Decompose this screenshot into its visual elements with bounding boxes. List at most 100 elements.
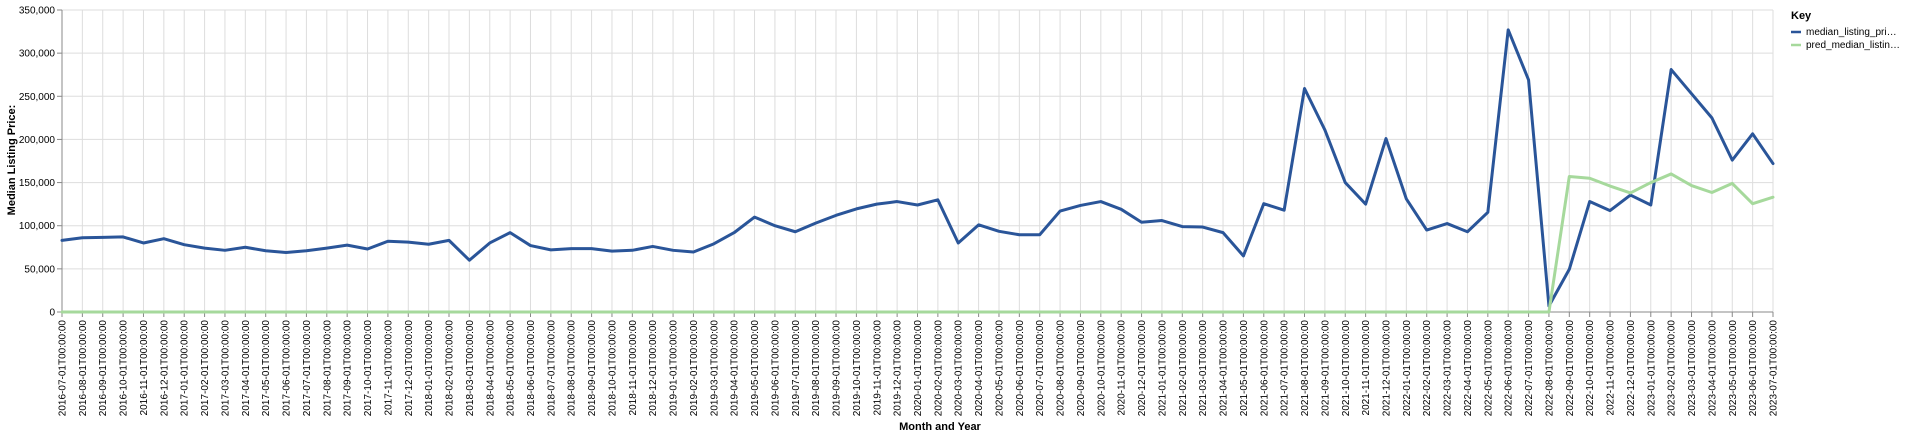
x-tick-label: 2022-07-01T00:00:00: [1524, 320, 1535, 417]
x-tick-label: 2021-06-01T00:00:00: [1259, 320, 1270, 417]
x-tick-label: 2022-04-01T00:00:00: [1463, 320, 1474, 417]
x-tick-label: 2021-12-01T00:00:00: [1381, 320, 1392, 417]
x-tick-label: 2022-01-01T00:00:00: [1402, 320, 1413, 417]
x-tick-label: 2017-02-01T00:00:00: [200, 320, 211, 417]
x-tick-label: 2019-06-01T00:00:00: [770, 320, 781, 417]
x-tick-label: 2022-05-01T00:00:00: [1483, 320, 1494, 417]
x-tick-label: 2016-07-01T00:00:00: [58, 320, 69, 417]
x-tick-label: 2023-03-01T00:00:00: [1687, 320, 1698, 417]
x-tick-label: 2016-12-01T00:00:00: [159, 320, 170, 417]
x-tick-label: 2023-06-01T00:00:00: [1748, 320, 1759, 417]
series-line-1: [60, 172, 1775, 314]
x-tick-label: 2021-02-01T00:00:00: [1178, 320, 1189, 417]
x-tick-label: 2019-09-01T00:00:00: [832, 320, 843, 417]
x-tick-label: 2020-04-01T00:00:00: [974, 320, 985, 417]
y-tick-label: 300,000: [19, 49, 56, 60]
x-tick-label: 2022-02-01T00:00:00: [1422, 320, 1433, 417]
x-tick-label: 2016-09-01T00:00:00: [98, 320, 109, 417]
y-tick-label: 100,000: [19, 221, 56, 232]
x-tick-label: 2017-07-01T00:00:00: [302, 320, 313, 417]
x-tick-label: 2017-10-01T00:00:00: [363, 320, 374, 417]
x-tick-label: 2021-10-01T00:00:00: [1341, 320, 1352, 417]
x-tick-label: 2019-10-01T00:00:00: [852, 320, 863, 417]
x-tick-label: 2022-09-01T00:00:00: [1565, 320, 1576, 417]
x-tick-label: 2020-06-01T00:00:00: [1015, 320, 1026, 417]
x-tick-label: 2018-04-01T00:00:00: [485, 320, 496, 417]
x-tick-label: 2020-12-01T00:00:00: [1137, 320, 1148, 417]
x-tick-label: 2019-08-01T00:00:00: [811, 320, 822, 417]
x-tick-label: 2017-11-01T00:00:00: [383, 320, 394, 416]
x-tick-label: 2022-11-01T00:00:00: [1606, 320, 1617, 416]
x-tick-label: 2023-02-01T00:00:00: [1667, 320, 1678, 417]
x-tick-label: 2018-01-01T00:00:00: [424, 320, 435, 417]
y-axis: 0 50,000 100,000 150,000 200,000 250,000 300,0…: [19, 6, 63, 319]
x-tick-label: 2018-10-01T00:00:00: [607, 320, 618, 417]
x-tick-label: 2022-08-01T00:00:00: [1544, 320, 1555, 417]
x-tick-label: 2019-05-01T00:00:00: [750, 320, 761, 417]
legend-item-1[interactable]: pred_median_listin…: [1791, 40, 1900, 51]
x-tick-label: 2017-09-01T00:00:00: [343, 320, 354, 417]
y-tick-label: 350,000: [19, 6, 56, 17]
y-tick-label: 0: [49, 308, 55, 319]
x-tick-label: 2018-12-01T00:00:00: [648, 320, 659, 417]
x-tick-label: 2020-02-01T00:00:00: [933, 320, 944, 417]
x-tick-label: 2018-02-01T00:00:00: [445, 320, 456, 417]
x-tick-label: 2018-03-01T00:00:00: [465, 320, 476, 417]
y-tick-label: 200,000: [19, 135, 56, 146]
x-tick-label: 2016-10-01T00:00:00: [119, 320, 130, 417]
legend-label-1: pred_median_listin…: [1806, 40, 1900, 51]
x-tick-label: 2020-07-01T00:00:00: [1035, 320, 1046, 417]
x-tick-label: 2021-09-01T00:00:00: [1320, 320, 1331, 417]
x-tick-label: 2022-12-01T00:00:00: [1626, 320, 1637, 417]
x-tick-label: 2017-04-01T00:00:00: [241, 320, 252, 417]
x-tick-label: 2019-11-01T00:00:00: [872, 320, 883, 416]
x-tick-label: 2021-01-01T00:00:00: [1157, 320, 1168, 417]
x-tick-label: 2018-07-01T00:00:00: [546, 320, 557, 417]
legend-label-0: median_listing_pri…: [1806, 27, 1897, 38]
x-tick-label: 2021-07-01T00:00:00: [1280, 320, 1291, 417]
x-tick-label: 2018-05-01T00:00:00: [506, 320, 517, 417]
x-tick-label: 2019-07-01T00:00:00: [791, 320, 802, 417]
series-layer: [60, 28, 1775, 314]
x-tick-label: 2020-11-01T00:00:00: [1117, 320, 1128, 416]
x-tick-label: 2022-06-01T00:00:00: [1504, 320, 1515, 417]
x-tick-label: 2017-03-01T00:00:00: [220, 320, 231, 417]
x-tick-label: 2021-05-01T00:00:00: [1239, 320, 1250, 417]
x-tick-label: 2017-08-01T00:00:00: [322, 320, 333, 417]
x-tick-label: 2017-06-01T00:00:00: [282, 320, 293, 417]
x-tick-label: 2016-08-01T00:00:00: [78, 320, 89, 417]
x-tick-label: 2022-10-01T00:00:00: [1585, 320, 1596, 417]
grid-lines: [61, 9, 1774, 313]
x-tick-label: 2021-03-01T00:00:00: [1198, 320, 1209, 417]
x-tick-label: 2023-04-01T00:00:00: [1707, 320, 1718, 417]
x-tick-label: 2018-11-01T00:00:00: [628, 320, 639, 416]
legend-title: Key: [1791, 10, 1812, 22]
x-tick-label: 2018-06-01T00:00:00: [526, 320, 537, 417]
legend-item-0[interactable]: median_listing_pri…: [1791, 27, 1897, 38]
x-tick-label: 2022-03-01T00:00:00: [1443, 320, 1454, 417]
x-tick-label: 2017-01-01T00:00:00: [180, 320, 191, 417]
x-tick-label: 2019-03-01T00:00:00: [709, 320, 720, 417]
x-tick-label: 2017-05-01T00:00:00: [261, 320, 272, 417]
x-tick-label: 2023-07-01T00:00:00: [1769, 320, 1780, 417]
x-tick-label: 2019-12-01T00:00:00: [893, 320, 904, 417]
y-tick-label: 250,000: [19, 92, 56, 103]
x-tick-label: 2020-05-01T00:00:00: [994, 320, 1005, 417]
x-tick-label: 2017-12-01T00:00:00: [404, 320, 415, 417]
x-tick-label: 2020-10-01T00:00:00: [1096, 320, 1107, 417]
x-tick-label: 2019-02-01T00:00:00: [689, 320, 700, 417]
y-tick-label: 50,000: [24, 264, 55, 275]
x-tick-label: 2020-03-01T00:00:00: [954, 320, 965, 417]
x-axis-title: Month and Year: [899, 421, 981, 433]
x-tick-label: 2021-08-01T00:00:00: [1300, 320, 1311, 417]
x-tick-label: 2021-04-01T00:00:00: [1219, 320, 1230, 417]
x-axis: 2016-07-01T00:00:00 2016-08-01T00:00:00 20…: [58, 311, 1780, 417]
x-tick-label: 2020-08-01T00:00:00: [1056, 320, 1067, 417]
x-tick-label: 2020-09-01T00:00:00: [1076, 320, 1087, 417]
series-line-0: [60, 28, 1775, 308]
y-tick-label: 150,000: [19, 178, 56, 189]
legend: Key median_listing_pri… pred_median_list…: [1791, 10, 1900, 51]
y-axis-title: Median Listing Price:: [6, 105, 18, 216]
x-tick-label: 2019-01-01T00:00:00: [669, 320, 680, 417]
